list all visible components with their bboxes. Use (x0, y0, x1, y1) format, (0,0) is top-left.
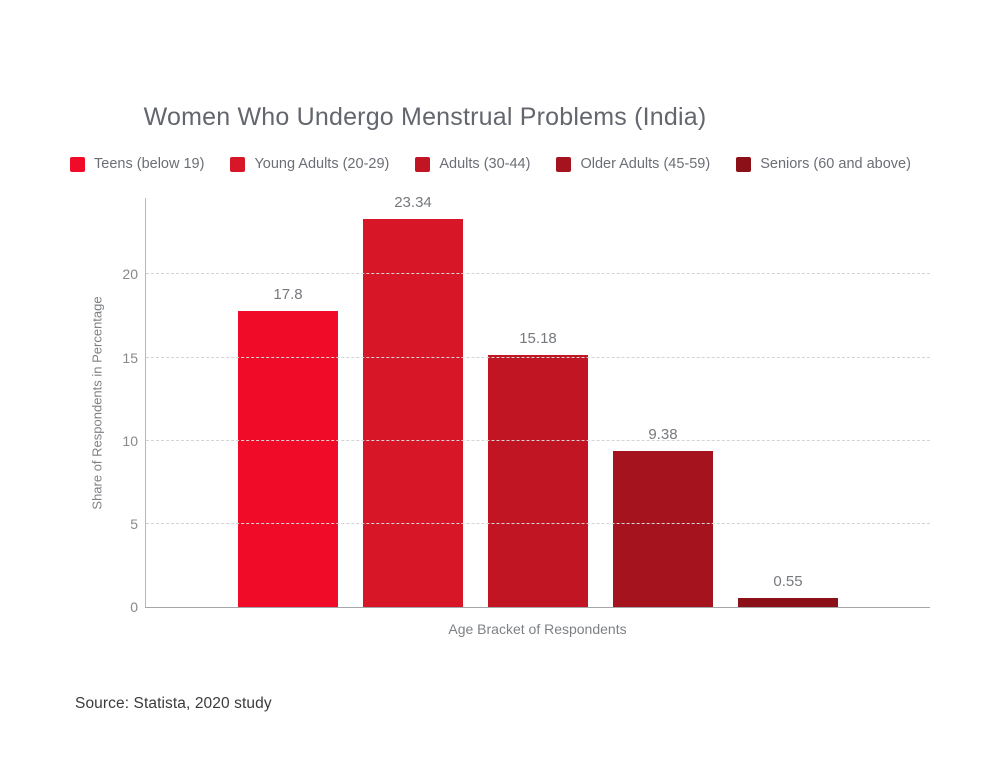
bar-value-label: 9.38 (648, 426, 678, 444)
legend-swatch-icon (70, 156, 86, 172)
legend-swatch-icon (230, 156, 246, 172)
gridline (146, 522, 930, 524)
y-tick-label: 5 (130, 515, 138, 532)
legend-item: Older Adults (45-59) (556, 156, 710, 172)
x-axis-title: Age Bracket of Respondents (448, 621, 627, 637)
bar-value-label: 23.34 (394, 193, 432, 211)
legend-item: Teens (below 19) (70, 156, 204, 172)
legend-item: Young Adults (20-29) (230, 156, 389, 172)
y-axis-line (145, 198, 146, 607)
bar-value-label: 0.55 (773, 572, 803, 590)
legend-swatch-icon (415, 156, 431, 172)
legend-label: Teens (below 19) (94, 156, 205, 172)
legend-label: Seniors (60 and above) (760, 156, 911, 172)
source-note: Source: Statista, 2020 study (75, 695, 272, 712)
plot-area: 17.8 23.34 15.18 9.38 0.55 (145, 194, 930, 608)
bars-row: 17.8 23.34 15.18 9.38 0.55 (146, 194, 930, 607)
bar: 0.55 (738, 573, 838, 607)
y-tick-label: 0 (130, 599, 138, 615)
legend-swatch-icon (556, 156, 572, 172)
bar: 23.34 (363, 194, 463, 607)
legend-label: Young Adults (20-29) (254, 156, 390, 172)
gridline (146, 356, 930, 358)
bar-value-label: 17.8 (273, 286, 303, 304)
bar: 17.8 (238, 286, 338, 607)
bar: 9.38 (613, 426, 713, 607)
legend-item: Seniors (60 and above) (736, 156, 911, 172)
y-axis-ticks: 0 5 10 15 20 (80, 198, 138, 615)
gridline (146, 439, 930, 441)
legend-label: Adults (30-44) (439, 156, 531, 172)
bar: 15.18 (488, 330, 588, 607)
bar-value-label: 15.18 (519, 329, 557, 347)
chart-title: Women Who Undergo Menstrual Problems (In… (143, 103, 707, 131)
y-axis-title: Share of Respondents in Percentage (89, 296, 105, 510)
legend-label: Older Adults (45-59) (580, 156, 711, 172)
legend-swatch-icon (736, 156, 752, 172)
legend: Teens (below 19) Young Adults (20-29) Adul… (0, 156, 981, 172)
y-tick-label: 15 (122, 349, 138, 366)
legend-item: Adults (30-44) (415, 156, 530, 172)
y-tick-label: 10 (122, 432, 138, 449)
y-tick-label: 20 (122, 266, 138, 283)
x-axis-line (145, 607, 930, 608)
gridline (146, 273, 930, 275)
